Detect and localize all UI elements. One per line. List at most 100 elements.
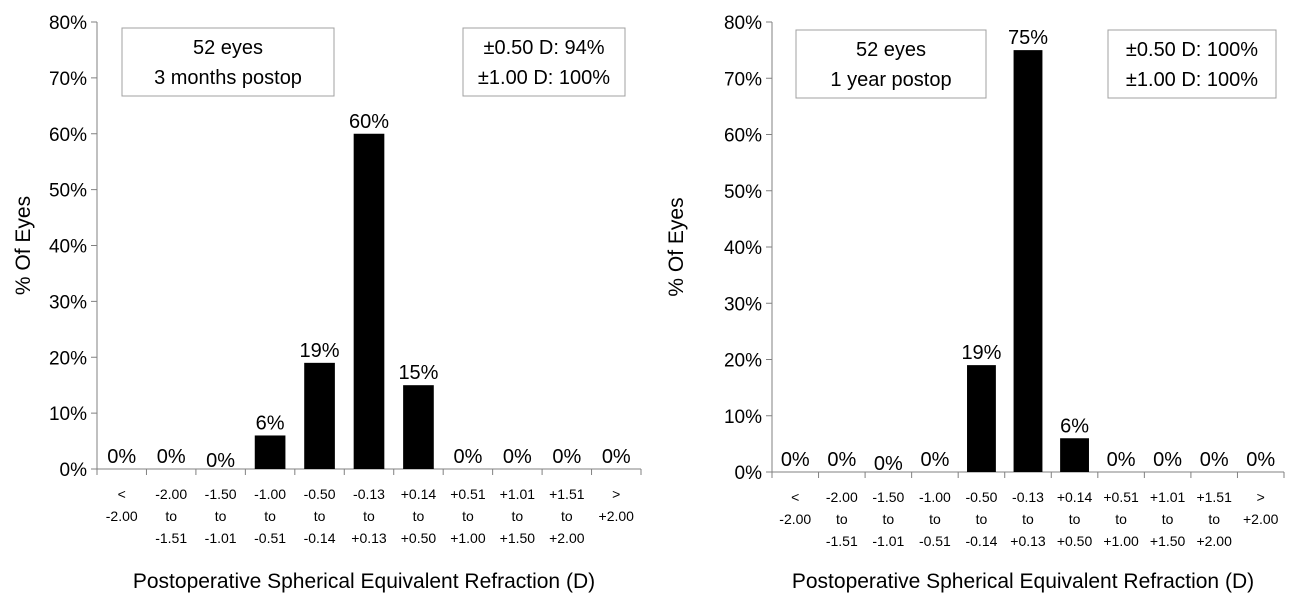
y-tick-label: 50% [49, 181, 87, 202]
data-label: 0% [1246, 449, 1275, 471]
x-tick-label: +1.51 [549, 486, 585, 502]
x-tick-label: to [165, 508, 177, 524]
data-label: 0% [453, 446, 482, 468]
data-label: 0% [552, 446, 581, 468]
x-tick-label: +2.00 [549, 530, 585, 546]
y-tick-label: 60% [724, 126, 762, 147]
x-tick-label: to [1069, 511, 1081, 527]
x-tick-label: < [118, 486, 126, 502]
y-axis-title: % Of Eyes [12, 196, 35, 295]
y-tick-label: 80% [49, 13, 87, 34]
x-tick-label: +1.00 [1103, 533, 1139, 549]
data-label: 0% [920, 449, 949, 471]
x-tick-label: +0.13 [351, 530, 387, 546]
x-tick-label: to [1162, 511, 1174, 527]
x-tick-label: +2.00 [1243, 511, 1279, 527]
data-label: 0% [206, 450, 235, 472]
annotation-text: 52 eyes [856, 39, 926, 61]
y-tick-label: 60% [49, 125, 87, 146]
x-tick-label: to [929, 511, 941, 527]
x-tick-label: > [612, 486, 620, 502]
data-label: 0% [781, 449, 810, 471]
annotation-text: 1 year postop [830, 69, 951, 91]
x-tick-label: > [1257, 489, 1265, 505]
annotation-text: ±1.00 D: 100% [478, 67, 610, 89]
annotation-text: ±1.00 D: 100% [1126, 69, 1258, 91]
bar [254, 435, 286, 469]
bar [353, 133, 385, 469]
x-tick-label: to [561, 508, 573, 524]
y-tick-label: 20% [724, 351, 762, 372]
data-label: 19% [961, 342, 1001, 364]
x-tick-label: to [1115, 511, 1127, 527]
x-tick-label: +0.14 [401, 486, 437, 502]
annotation-text: ±0.50 D: 94% [483, 37, 604, 59]
bar [403, 385, 434, 469]
x-tick-label: -2.00 [826, 489, 858, 505]
x-tick-label: +1.50 [500, 530, 536, 546]
data-label: 6% [1060, 415, 1089, 437]
x-tick-label: to [976, 511, 988, 527]
annotation-box-left [795, 29, 987, 99]
x-tick-label: -1.00 [919, 489, 951, 505]
x-tick-label: +2.00 [1196, 533, 1232, 549]
data-label: 0% [157, 446, 186, 468]
x-tick-label: to [462, 508, 474, 524]
data-label: 15% [398, 362, 438, 384]
x-tick-label: -1.01 [205, 530, 237, 546]
y-axis-title: % Of Eyes [665, 197, 688, 296]
x-tick-label: +0.50 [401, 530, 437, 546]
x-tick-label: -0.51 [254, 530, 286, 546]
x-tick-label: < [791, 489, 799, 505]
y-tick-label: 20% [49, 348, 87, 369]
x-tick-label: to [215, 508, 227, 524]
x-tick-label: -1.50 [205, 486, 237, 502]
x-tick-label: to [264, 508, 276, 524]
x-tick-label: -1.51 [155, 530, 187, 546]
y-tick-label: 10% [49, 404, 87, 425]
y-tick-label: 40% [724, 238, 762, 259]
data-label: 75% [1008, 27, 1048, 49]
annotation-box-right [462, 27, 626, 97]
x-tick-label: -1.50 [872, 489, 904, 505]
x-tick-label: -2.00 [779, 511, 811, 527]
x-tick-label: -1.00 [254, 486, 286, 502]
x-tick-label: -2.00 [155, 486, 187, 502]
x-tick-label: -0.51 [919, 533, 951, 549]
x-tick-label: +1.01 [500, 486, 536, 502]
x-tick-label: -2.00 [106, 508, 138, 524]
x-tick-label: +1.51 [1196, 489, 1232, 505]
x-tick-label: to [363, 508, 375, 524]
annotation-text: ±0.50 D: 100% [1126, 39, 1258, 61]
x-tick-label: +1.01 [1150, 489, 1186, 505]
annotation-box-right [1107, 29, 1277, 99]
y-tick-label: 50% [724, 182, 762, 203]
y-tick-label: 40% [49, 237, 87, 258]
x-tick-label: to [883, 511, 895, 527]
y-tick-label: 30% [49, 292, 87, 313]
x-tick-label: +0.13 [1010, 533, 1046, 549]
x-tick-label: -0.14 [965, 533, 997, 549]
x-tick-label: -0.50 [965, 489, 997, 505]
x-tick-label: to [314, 508, 326, 524]
x-tick-label: +1.00 [450, 530, 486, 546]
data-label: 0% [503, 446, 532, 468]
x-tick-label: +0.51 [1103, 489, 1139, 505]
y-tick-label: 70% [49, 69, 87, 90]
x-tick-label: to [413, 508, 425, 524]
x-tick-label: -1.51 [826, 533, 858, 549]
x-tick-label: +0.50 [1057, 533, 1093, 549]
x-axis-title: Postoperative Spherical Equivalent Refra… [792, 570, 1254, 593]
x-tick-label: +1.50 [1150, 533, 1186, 549]
annotation-box-left [121, 27, 335, 97]
data-label: 6% [256, 412, 285, 434]
bar [1060, 438, 1089, 472]
x-tick-label: -0.13 [353, 486, 385, 502]
annotation-text: 3 months postop [154, 67, 302, 89]
y-tick-label: 70% [724, 69, 762, 90]
y-tick-label: 0% [735, 463, 763, 484]
data-label: 0% [827, 449, 856, 471]
x-tick-label: to [836, 511, 848, 527]
y-tick-label: 30% [724, 294, 762, 315]
